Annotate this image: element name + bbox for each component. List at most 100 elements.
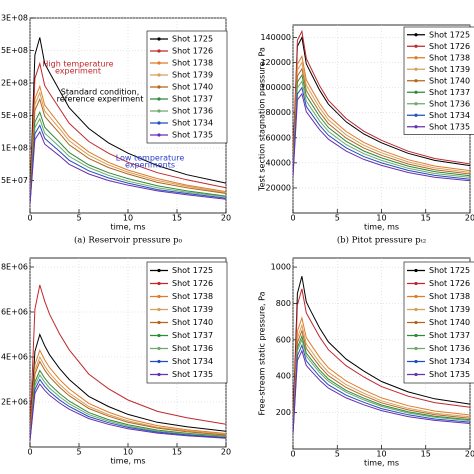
x-tick-label: 15 bbox=[172, 214, 182, 223]
legend-marker bbox=[157, 346, 161, 351]
panel: 0 5 10 15 20 5E+07 1E+08 1.5E+08 2E+08 2.5E+08 3E+… bbox=[0, 14, 231, 246]
x-tick-label: 0 bbox=[290, 450, 295, 459]
series-line bbox=[30, 130, 226, 205]
y-tick-label: 6E+06 bbox=[1, 308, 28, 317]
series-line bbox=[293, 29, 470, 165]
legend-marker bbox=[414, 320, 418, 325]
y-tick-label: 2E+08 bbox=[1, 79, 28, 88]
legend-marker bbox=[414, 56, 418, 60]
x-tick-label: 10 bbox=[123, 214, 133, 223]
x-axis-label: time, ms bbox=[364, 459, 399, 468]
series-line bbox=[293, 92, 470, 182]
legend-label: Shot 1738 bbox=[172, 292, 213, 301]
legend-marker bbox=[157, 97, 161, 101]
x-tick-label: 15 bbox=[421, 214, 431, 223]
series-line bbox=[30, 355, 226, 439]
legend-label: Shot 1735 bbox=[172, 131, 213, 140]
series-line bbox=[30, 117, 226, 204]
legend-marker bbox=[157, 333, 161, 338]
series-line bbox=[293, 343, 470, 434]
series-line bbox=[30, 349, 226, 438]
legend-label: Shot 1737 bbox=[172, 331, 213, 340]
series-group bbox=[30, 37, 226, 205]
legend-label: Shot 1739 bbox=[172, 305, 213, 314]
series-line bbox=[30, 97, 226, 202]
legend-label: Shot 1738 bbox=[172, 59, 213, 68]
y-tick-label: 600 bbox=[276, 335, 291, 344]
legend-marker bbox=[157, 121, 161, 125]
x-tick-label: 20 bbox=[221, 448, 231, 457]
y-tick-label: 40000 bbox=[266, 158, 291, 167]
series-line bbox=[293, 334, 470, 433]
series-line bbox=[30, 61, 226, 199]
legend-marker bbox=[157, 372, 161, 377]
series-group bbox=[30, 284, 226, 441]
legend-marker bbox=[414, 307, 418, 312]
series-line bbox=[30, 84, 226, 201]
x-tick-label: 20 bbox=[465, 450, 474, 459]
legend-label: Shot 1736 bbox=[429, 344, 470, 353]
series-line bbox=[30, 284, 226, 431]
y-tick-label: 4E+06 bbox=[1, 353, 28, 362]
legend-marker bbox=[414, 113, 418, 117]
series-line bbox=[30, 124, 226, 204]
series-line bbox=[293, 35, 470, 167]
series-line bbox=[30, 91, 226, 201]
series-line bbox=[293, 316, 470, 430]
legend-label: Shot 1737 bbox=[429, 331, 470, 340]
annotation: Low temperature bbox=[116, 154, 185, 163]
y-tick-label: 3E+08 bbox=[1, 14, 28, 23]
legend-marker bbox=[414, 67, 418, 71]
x-tick-label: 10 bbox=[376, 450, 386, 459]
legend-label: Shot 1736 bbox=[429, 99, 470, 108]
legend-marker bbox=[414, 33, 418, 37]
x-tick-label: 0 bbox=[290, 214, 295, 223]
legend-marker bbox=[157, 359, 161, 364]
x-tick-label: 20 bbox=[465, 214, 474, 223]
series-line bbox=[30, 378, 226, 441]
panel: 0 5 10 15 20 20000 40000 60000 80000 100000 120000… bbox=[258, 24, 474, 246]
legend-marker bbox=[414, 90, 418, 94]
annotation: experiment bbox=[55, 67, 101, 76]
y-tick-label: 1000 bbox=[271, 263, 291, 272]
legend-label: Shot 1738 bbox=[429, 292, 470, 301]
annotation: High temperature bbox=[42, 60, 113, 69]
panel: 0 5 10 15 20 2E+06 4E+06 6E+06 8E+06 time, ms Shot… bbox=[1, 257, 231, 466]
y-tick-label: 400 bbox=[276, 372, 291, 381]
legend-label: Shot 1740 bbox=[172, 318, 213, 327]
legend-label: Shot 1734 bbox=[172, 119, 213, 128]
series-line bbox=[293, 54, 470, 172]
legend-label: Shot 1738 bbox=[429, 53, 470, 62]
series-line bbox=[293, 329, 470, 432]
legend-label: Shot 1740 bbox=[429, 76, 470, 85]
series-line bbox=[293, 338, 470, 433]
series-line bbox=[293, 323, 470, 431]
legend-label: Shot 1737 bbox=[429, 88, 470, 97]
legend-label: Shot 1734 bbox=[172, 357, 213, 366]
legend-label: Shot 1725 bbox=[172, 266, 213, 275]
x-tick-label: 0 bbox=[27, 448, 32, 457]
legend-label: Shot 1726 bbox=[172, 47, 213, 56]
annotation: reference experiment bbox=[57, 95, 144, 104]
y-tick-label: 5E+07 bbox=[1, 176, 28, 185]
y-tick-label: 200 bbox=[276, 408, 291, 417]
x-tick-label: 5 bbox=[76, 448, 81, 457]
y-tick-label: 1.5E+08 bbox=[0, 111, 28, 120]
series-line bbox=[293, 73, 470, 177]
legend-label: Shot 1739 bbox=[172, 71, 213, 80]
series-group bbox=[293, 29, 470, 182]
legend-label: Shot 1734 bbox=[429, 111, 470, 120]
legend-marker bbox=[414, 346, 418, 351]
x-tick-label: 15 bbox=[421, 450, 431, 459]
legend-marker bbox=[157, 61, 161, 65]
legend-label: Shot 1725 bbox=[429, 30, 470, 39]
legend-marker bbox=[414, 359, 418, 364]
series-line bbox=[30, 383, 226, 441]
series-line bbox=[30, 373, 226, 440]
x-axis-label: time, ms bbox=[110, 223, 145, 232]
x-tick-label: 15 bbox=[172, 448, 182, 457]
y-tick-label: 800 bbox=[276, 299, 291, 308]
legend-label: Shot 1725 bbox=[172, 35, 213, 44]
series-line bbox=[30, 333, 226, 436]
